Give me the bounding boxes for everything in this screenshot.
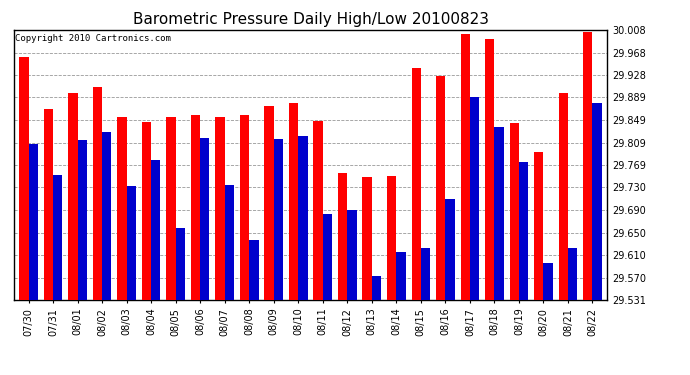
Bar <box>28 144 38 300</box>
Bar <box>249 240 259 300</box>
Text: Copyright 2010 Cartronics.com: Copyright 2010 Cartronics.com <box>15 34 171 43</box>
Bar <box>568 249 578 300</box>
Bar <box>583 32 593 300</box>
Bar <box>347 210 357 300</box>
Bar <box>225 185 234 300</box>
Bar <box>191 115 200 300</box>
Title: Barometric Pressure Daily High/Low 20100823: Barometric Pressure Daily High/Low 20100… <box>132 12 489 27</box>
Bar <box>323 214 332 300</box>
Bar <box>215 117 225 300</box>
Bar <box>126 186 136 300</box>
Bar <box>485 39 495 300</box>
Bar <box>117 117 126 300</box>
Bar <box>436 76 445 300</box>
Bar <box>43 109 53 300</box>
Bar <box>102 132 111 300</box>
Bar <box>534 152 544 300</box>
Bar <box>362 177 372 300</box>
Bar <box>495 128 504 300</box>
Bar <box>92 87 102 300</box>
Bar <box>151 160 161 300</box>
Bar <box>387 176 396 300</box>
Bar <box>176 228 185 300</box>
Bar <box>77 140 87 300</box>
Bar <box>559 93 568 300</box>
Bar <box>411 69 421 300</box>
Bar <box>313 121 323 300</box>
Bar <box>19 57 28 300</box>
Bar <box>298 136 308 300</box>
Bar <box>544 262 553 300</box>
Bar <box>142 122 151 300</box>
Bar <box>200 138 210 300</box>
Bar <box>240 115 249 300</box>
Bar <box>68 93 77 300</box>
Bar <box>53 175 62 300</box>
Bar <box>593 103 602 300</box>
Bar <box>264 106 274 300</box>
Bar <box>460 34 470 300</box>
Bar <box>519 162 529 300</box>
Bar <box>166 117 176 300</box>
Bar <box>470 98 479 300</box>
Bar <box>289 103 298 300</box>
Bar <box>421 249 430 300</box>
Bar <box>510 123 519 300</box>
Bar <box>372 276 381 300</box>
Bar <box>338 173 347 300</box>
Bar <box>445 199 455 300</box>
Bar <box>396 252 406 300</box>
Bar <box>274 139 283 300</box>
